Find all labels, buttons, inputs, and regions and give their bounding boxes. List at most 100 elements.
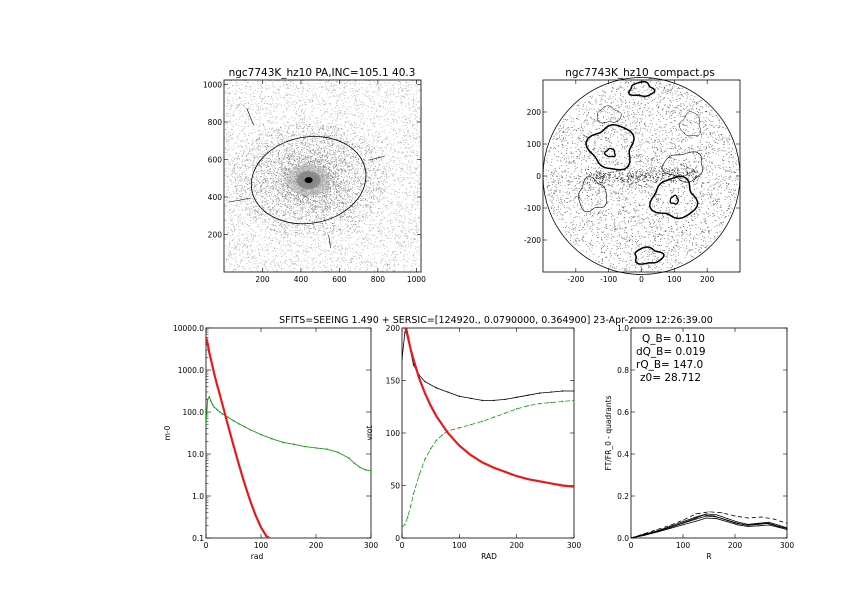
rotation-point bbox=[458, 427, 461, 429]
torque-point bbox=[757, 525, 759, 527]
rotation-point bbox=[402, 328, 403, 329]
image-xtick-label: 1000 bbox=[407, 275, 426, 284]
rotation-point bbox=[418, 474, 420, 476]
profile-xtick-label: 100 bbox=[254, 541, 269, 550]
torque-point bbox=[726, 517, 728, 519]
torque-point bbox=[716, 518, 718, 520]
torque-point bbox=[747, 525, 749, 527]
torque-panel: 0 100 200 300 0.0 0.2 0.4 0.6 0.8 1.0 bbox=[617, 324, 794, 550]
torque-point bbox=[768, 524, 770, 526]
compact-ytick-label: 200 bbox=[527, 108, 542, 117]
profile-xtick-label: 200 bbox=[309, 541, 324, 550]
torque-ytick-label: 0.8 bbox=[617, 366, 629, 375]
compact-xtick-label: -200 bbox=[567, 275, 584, 284]
profile-point bbox=[265, 535, 268, 538]
profile-point bbox=[326, 448, 328, 451]
torque-point bbox=[786, 528, 788, 530]
profile-point bbox=[353, 462, 356, 465]
rotation-series-line bbox=[402, 400, 574, 528]
image-pa-marker bbox=[228, 197, 251, 203]
rotation-point bbox=[504, 471, 506, 473]
rotation-point bbox=[538, 402, 541, 405]
rotation-point bbox=[429, 448, 432, 450]
torque-point bbox=[760, 516, 762, 518]
profile-point bbox=[364, 469, 367, 471]
profile-point bbox=[249, 428, 251, 431]
profile-point bbox=[238, 464, 240, 466]
compact-contour bbox=[578, 176, 608, 213]
compact-bar bbox=[586, 164, 698, 189]
compact-contour bbox=[678, 111, 701, 137]
rotation-series-line bbox=[402, 328, 574, 488]
torque-point bbox=[773, 518, 775, 520]
rotation-point bbox=[527, 405, 529, 407]
profile-point bbox=[337, 451, 339, 454]
torque-point bbox=[778, 524, 780, 526]
compact-contour bbox=[603, 147, 616, 158]
rotation-point bbox=[424, 380, 426, 383]
profile-point bbox=[238, 423, 240, 425]
image-xtick-label: 800 bbox=[371, 275, 386, 284]
profile-point bbox=[211, 403, 214, 406]
rotation-point bbox=[435, 415, 438, 417]
annotation-dq-b: dQ_B= 0.019 bbox=[636, 346, 706, 358]
rotation-point bbox=[435, 439, 438, 442]
profile-point bbox=[206, 398, 209, 401]
torque-point bbox=[656, 531, 658, 533]
rotation-point bbox=[407, 335, 409, 338]
rotation-point bbox=[404, 331, 406, 333]
profile-point bbox=[221, 403, 224, 406]
rotation-point bbox=[493, 416, 495, 418]
rotation-point bbox=[504, 398, 506, 401]
torque-point bbox=[695, 518, 697, 520]
profile-point bbox=[213, 373, 216, 375]
torque-point bbox=[643, 534, 645, 536]
profile-point bbox=[216, 383, 218, 386]
torque-point bbox=[726, 521, 728, 523]
torque-point bbox=[747, 517, 749, 519]
image-frame bbox=[223, 79, 422, 273]
rotation-point bbox=[412, 364, 415, 366]
profile-point bbox=[293, 443, 295, 446]
torque-point bbox=[708, 511, 710, 513]
torque-point bbox=[737, 524, 739, 526]
rotation-point bbox=[493, 466, 495, 469]
rotation-point bbox=[527, 478, 529, 480]
rotation-point bbox=[402, 358, 403, 361]
torque-xlabel: R bbox=[706, 552, 711, 561]
profile-ylabel: m-0 bbox=[163, 425, 172, 440]
image-ytick-label: 1000 bbox=[203, 81, 222, 90]
rotation-point bbox=[424, 392, 426, 394]
profile-point bbox=[260, 433, 262, 436]
profile-point bbox=[232, 419, 235, 422]
compact-xtick-label: 100 bbox=[667, 275, 682, 284]
annotation-rq-b: rQ_B= 147.0 bbox=[636, 359, 703, 371]
rotation-point bbox=[538, 480, 541, 482]
compact-contour bbox=[597, 105, 622, 124]
rotation-point bbox=[409, 505, 412, 508]
profile-xtick-label: 0 bbox=[204, 541, 209, 550]
compact-panel-title: ngc7743K_hz10_compact.ps bbox=[565, 67, 715, 79]
compact-contour bbox=[648, 175, 699, 220]
image-noise bbox=[224, 79, 422, 273]
torque-point bbox=[734, 522, 736, 524]
torque-point bbox=[695, 520, 697, 522]
rotation-point bbox=[504, 412, 506, 414]
annotation-q-b: Q_B= 0.110 bbox=[642, 333, 705, 345]
rotation-point bbox=[404, 523, 406, 526]
rotation-point bbox=[412, 358, 415, 361]
rotation-xtick-label: 0 bbox=[400, 541, 405, 550]
rotation-point bbox=[493, 399, 495, 402]
torque-xtick-label: 300 bbox=[780, 541, 795, 550]
compact-ytick-label: -100 bbox=[524, 204, 541, 213]
image-pa-marker bbox=[368, 155, 385, 161]
rotation-point bbox=[515, 475, 518, 477]
torque-point bbox=[669, 524, 671, 526]
profile-point bbox=[304, 445, 306, 448]
torque-point bbox=[721, 512, 723, 514]
profile-point bbox=[243, 482, 246, 485]
torque-xtick-label: 100 bbox=[676, 541, 691, 550]
profile-ytick-label: 100.0 bbox=[183, 408, 205, 417]
rotation-point bbox=[573, 390, 574, 392]
profile-point bbox=[268, 537, 271, 538]
